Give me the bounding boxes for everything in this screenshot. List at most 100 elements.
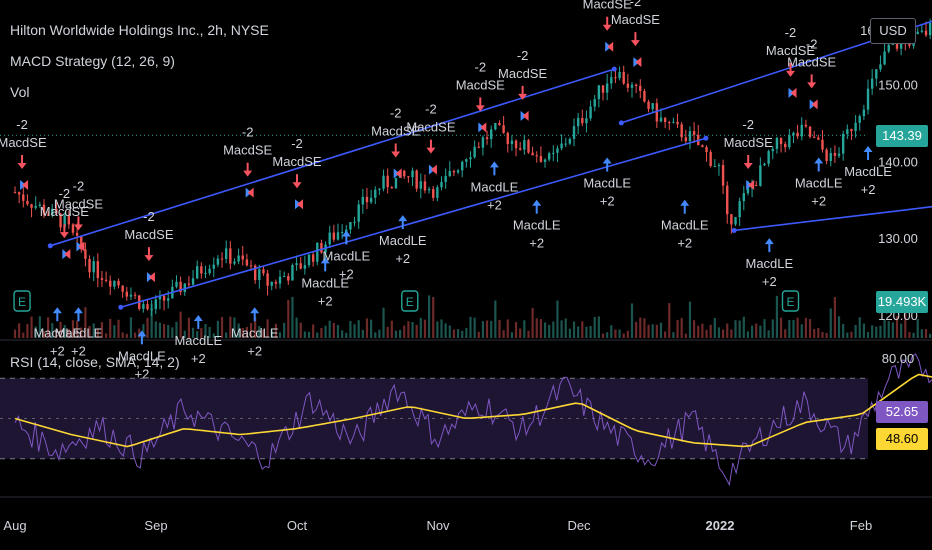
volume-bar [635, 321, 638, 338]
volume-bar [456, 329, 460, 338]
candle-body [759, 165, 762, 186]
candle-body [59, 213, 62, 228]
volume-bar [668, 303, 671, 338]
strategy-legend[interactable]: MACD Strategy (12, 26, 9) [10, 53, 175, 69]
candle-body [726, 185, 729, 215]
volume-bar [394, 330, 398, 338]
signal-label: -2 [59, 186, 71, 201]
candle-body [506, 132, 509, 145]
volume-bar [357, 320, 360, 338]
rsi-legend[interactable]: RSI (14, close, SMA, 14, 2) [10, 354, 180, 370]
signal-label: MacdSE [611, 12, 660, 27]
candle-body [543, 159, 547, 162]
candle-body [535, 155, 538, 157]
volume-bar [639, 317, 642, 338]
candle-body [875, 69, 878, 79]
volume-bar [34, 326, 37, 338]
price-tick: 130.00 [878, 231, 918, 246]
candle-body [175, 281, 178, 287]
candle-body [924, 30, 928, 36]
candle-body [100, 278, 104, 280]
candle-body [30, 204, 33, 208]
volume-bar [829, 308, 832, 338]
volume-bar [697, 325, 700, 338]
volume-bar [287, 299, 290, 338]
volume-bar [71, 320, 75, 338]
candle-body [721, 165, 725, 186]
candle-body [854, 122, 857, 132]
candle-body [498, 123, 501, 126]
position-marker [635, 57, 642, 68]
volume-bar [688, 301, 692, 338]
volume-bar [759, 325, 762, 338]
candle-body [490, 129, 493, 140]
candle-body [142, 304, 145, 309]
volume-bar [245, 326, 248, 338]
signal-arrow-head [807, 82, 817, 89]
signal-label: -2 [785, 25, 797, 40]
volume-badge: 19.493K [876, 291, 928, 313]
candle-body [618, 71, 621, 79]
rsi-sma-line [14, 373, 932, 448]
price-tick: 140.00 [878, 154, 918, 169]
volume-bar [258, 326, 261, 338]
candle-body [179, 281, 182, 293]
last-price-badge: 143.39 [876, 125, 928, 147]
volume-bar [535, 318, 538, 338]
volume-legend[interactable]: Vol [10, 84, 30, 100]
volume-bar [800, 324, 803, 338]
volume-bar [150, 303, 153, 338]
symbol-title[interactable]: Hilton Worldwide Holdings Inc., 2h, NYSE [10, 22, 269, 38]
signal-label: MacdLE [661, 218, 709, 233]
signal-arrow-head [193, 314, 203, 321]
volume-bar [208, 326, 211, 338]
volume-bar [67, 329, 70, 338]
signal-arrow-head [391, 151, 401, 158]
volume-bar [76, 320, 79, 338]
candle-body [63, 215, 66, 228]
volume-bar [191, 327, 195, 338]
signal-arrow-head [786, 70, 795, 77]
candle-body [266, 273, 269, 286]
candle-body [825, 149, 828, 162]
candle-body [237, 255, 240, 262]
position-marker [607, 41, 614, 52]
volume-bar [647, 324, 650, 338]
volume-bar [651, 324, 654, 338]
earnings-label: E [18, 295, 26, 309]
candle-body [734, 217, 737, 225]
candle-body [804, 124, 808, 127]
volume-bar [879, 325, 882, 338]
candle-body [895, 40, 899, 49]
candle-body [369, 197, 373, 203]
signal-label: +2 [762, 274, 777, 289]
candle-body [821, 139, 824, 150]
candle-body [113, 280, 116, 287]
candle-body [779, 137, 783, 145]
candle-body [262, 269, 265, 274]
candle-body [837, 153, 841, 156]
position-marker [811, 99, 818, 110]
candle-body [784, 144, 787, 148]
signal-arrow-head [73, 224, 83, 231]
volume-bar [494, 300, 497, 338]
candle-body [158, 295, 162, 300]
currency-button[interactable]: USD [870, 18, 916, 44]
signal-arrow-head [52, 307, 62, 314]
volume-bar [440, 319, 443, 338]
candle-body [365, 196, 369, 203]
volume-bar [726, 323, 729, 338]
candle-body [353, 221, 356, 223]
candle-body [502, 125, 505, 133]
volume-bar [336, 325, 340, 338]
volume-bar [908, 332, 911, 338]
volume-bar [929, 333, 932, 338]
candle-body [850, 129, 853, 132]
candle-body [150, 309, 153, 311]
volume-bar [183, 330, 186, 338]
signal-arrow-head [863, 145, 873, 152]
volume-bar [887, 321, 890, 338]
candle-body [767, 151, 770, 164]
